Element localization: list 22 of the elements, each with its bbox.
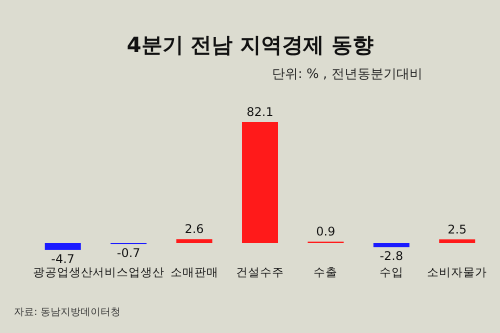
chart-subtitle: 단위: % , 전년동분기대비 [272,67,422,82]
x-tick-label: 건설수주 [236,265,284,279]
x-tick-label: 수입 [379,265,404,279]
x-tick-label: 광공업생산 [32,265,93,279]
data-label: -4.7 [51,252,75,266]
bar [439,239,476,243]
bar [44,243,81,250]
data-label: -2.8 [380,249,404,264]
bar [176,239,212,243]
x-tick-label: 소비자물가 [427,265,488,279]
data-label: 82.1 [246,105,274,119]
bar [373,243,410,248]
data-label: 2.6 [184,222,204,236]
x-tick-label: 소매판매 [170,265,218,279]
bar [242,122,278,243]
data-label: 0.9 [316,224,336,239]
x-tick-label: 수출 [314,265,338,279]
data-label: -0.7 [116,246,140,260]
x-tick-label: 서비스업생산 [92,265,165,279]
chart-title: 4분기 전남 지역경제 동향 [126,33,374,57]
data-label: 2.5 [448,222,467,236]
text: 자료: 동남지방데이터청 [14,307,121,318]
